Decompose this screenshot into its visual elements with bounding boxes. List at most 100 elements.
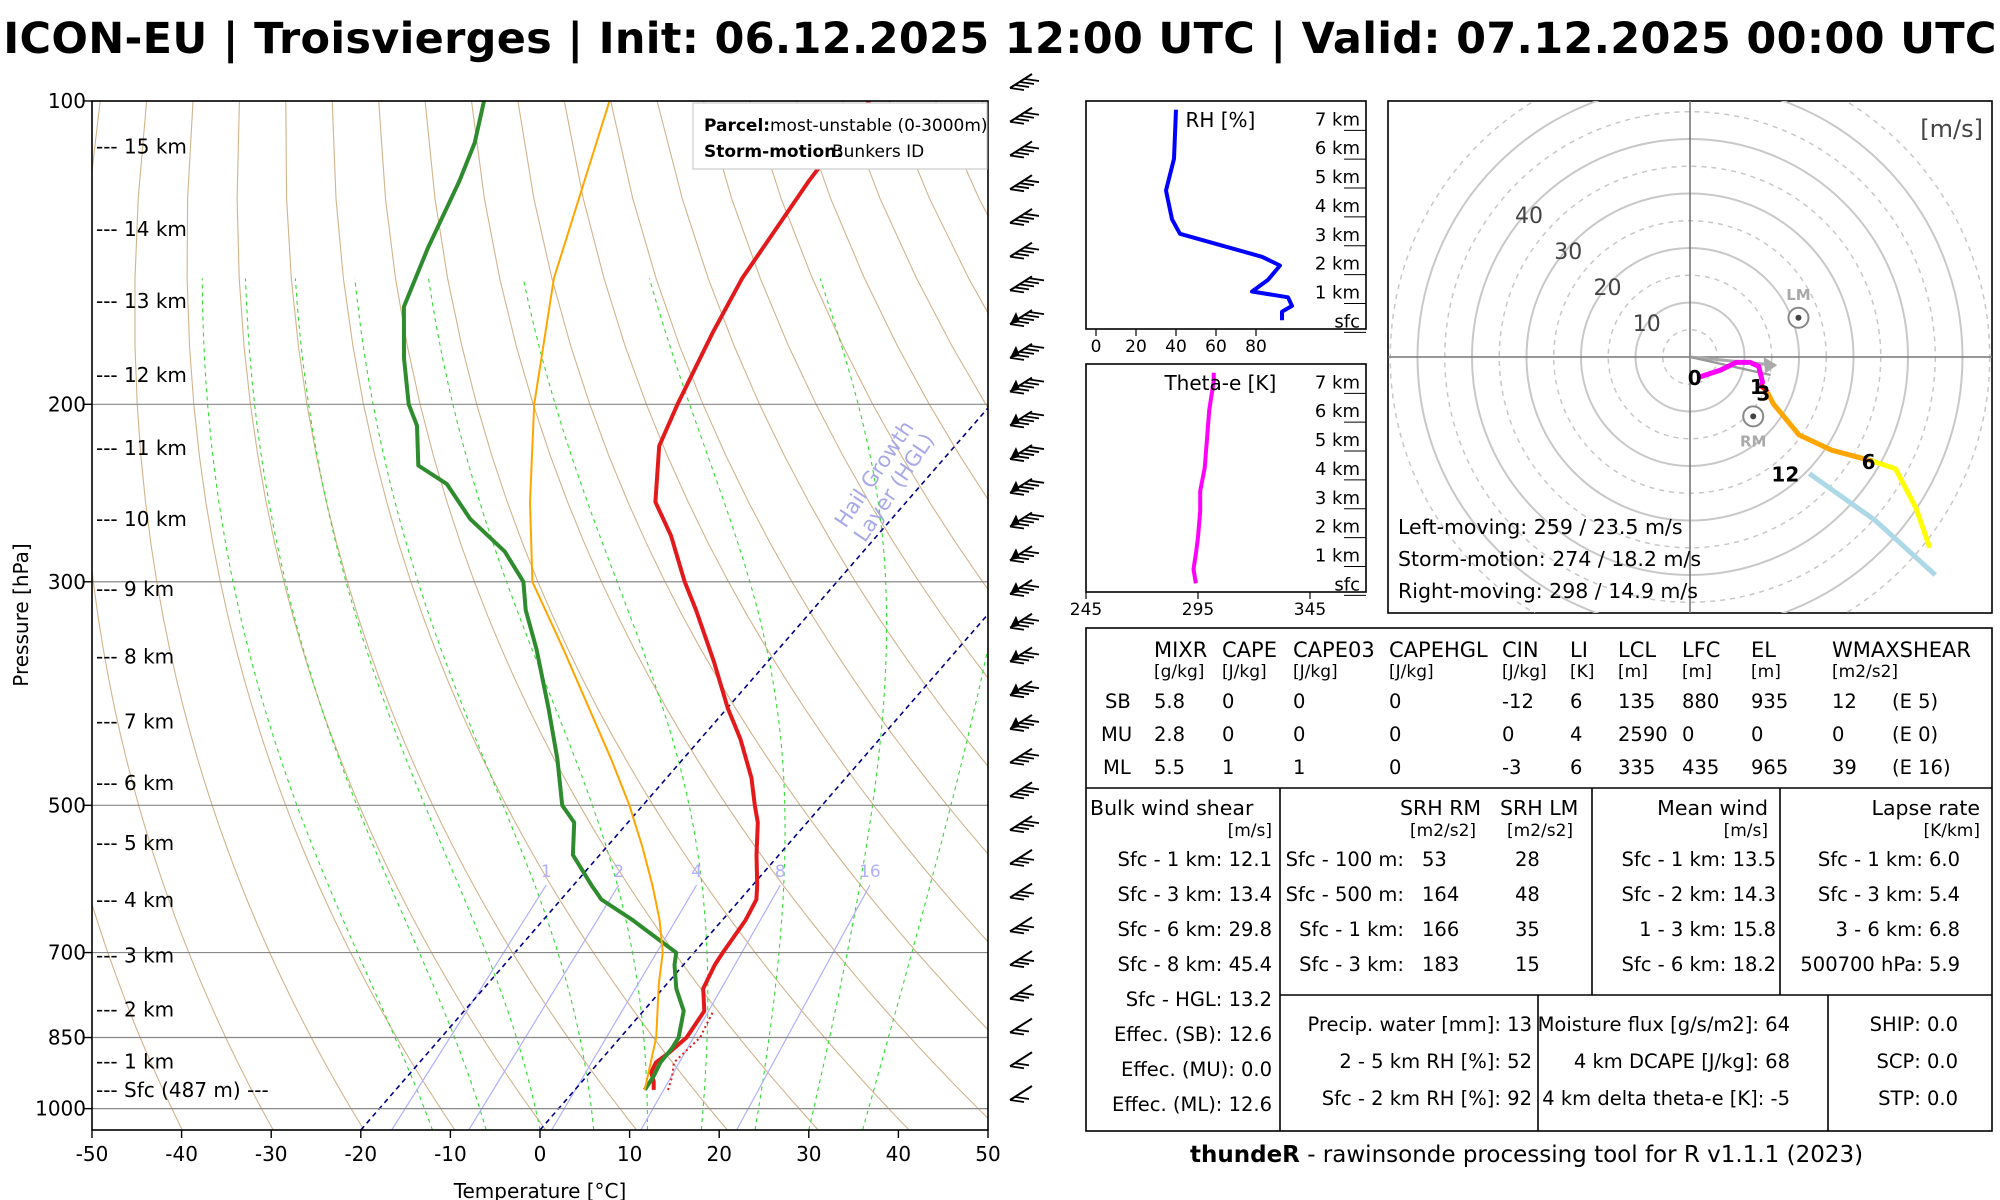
wind-barb-feather — [1019, 81, 1035, 85]
row-sb-cape: 0 — [1222, 690, 1235, 713]
hodograph-segment — [1759, 383, 1770, 394]
profile-height-label: 2 km — [1315, 517, 1360, 538]
wind-barb-feather — [1009, 795, 1025, 800]
dry-adiabat-line — [702, 101, 988, 679]
wind-barb-shaft — [1009, 747, 1033, 764]
mixing-ratio-line — [468, 884, 620, 1130]
dry-adiabat-line — [92, 902, 183, 1130]
profile-height-label: 3 km — [1315, 488, 1360, 509]
wind-barb-feather — [1009, 728, 1025, 732]
wind-barb-feather — [1014, 1062, 1030, 1067]
wind-barb-feather — [1009, 862, 1025, 867]
mixing-ratio-line — [391, 884, 547, 1130]
profile-line — [1191, 372, 1216, 584]
skewt-frame — [91, 100, 989, 1131]
row-ml-cin: -3 — [1502, 756, 1522, 779]
wind-barb-feather — [1014, 623, 1030, 628]
moist-adiabat-line — [808, 278, 888, 1130]
wind-barb-shaft — [1009, 916, 1033, 933]
height-label: --- 5 km — [96, 831, 174, 855]
wind-barb-feather — [1014, 252, 1030, 257]
wind-barb-feather — [1019, 519, 1035, 524]
wind-barb-feather — [1009, 694, 1025, 699]
legend-parcel-label: Parcel: — [704, 116, 770, 136]
wind-barb-feather — [1019, 856, 1035, 861]
wind-barb-feather — [1019, 148, 1035, 153]
footer-brand: thundeR — [1190, 1142, 1300, 1168]
bulk-row: Sfc - 6 km: 29.8 — [1117, 918, 1272, 941]
wind-barb-feather — [1014, 286, 1030, 291]
mixing-ratio-label: 4 — [691, 862, 702, 882]
height-label: --- 13 km — [96, 289, 187, 313]
wind-barb-feather — [1029, 378, 1045, 383]
mean-row: 1 - 3 km: 15.8 — [1639, 918, 1776, 941]
header-li: LI — [1570, 638, 1588, 662]
wind-barb-feather — [1014, 117, 1030, 122]
mean-unit: [m/s] — [1723, 821, 1768, 841]
flux-block: Moisture flux [g/s/m2]: 64 4 km DCAPE [J… — [1538, 995, 1828, 1131]
bulk-row: Effec. (MU): 0.0 — [1121, 1058, 1272, 1081]
wind-barb-feather — [1014, 219, 1030, 223]
rh-x-tick-label: 80 — [1245, 337, 1267, 357]
wind-barb-feather — [1024, 719, 1040, 723]
legend-parcel-value: most-unstable (0-3000m) — [770, 116, 988, 136]
row-ml-mixr: 5.5 — [1154, 756, 1186, 779]
row-mu-mixr: 2.8 — [1154, 723, 1186, 746]
wind-barb-feather — [1009, 87, 1025, 91]
wind-barb-shaft — [1009, 241, 1033, 258]
wind-barb-feather — [1019, 958, 1035, 962]
lapse-row: Sfc - 1 km: 6.0 — [1817, 848, 1960, 871]
wind-barb — [1009, 646, 1040, 665]
wind-barb — [1009, 781, 1040, 800]
row-mu-lcl: 2590 — [1618, 723, 1668, 746]
wind-barb-shaft — [1009, 174, 1033, 191]
wind-barb-shaft — [1009, 106, 1033, 123]
srh-rm-header: SRH RM — [1400, 796, 1482, 820]
wind-barb-feather — [1024, 820, 1040, 825]
wind-barb-feather — [1014, 1028, 1030, 1033]
wind-barb-feather — [1014, 927, 1030, 932]
x-tick-label: -20 — [344, 1142, 377, 1166]
wind-barb — [1009, 1085, 1033, 1103]
srh-row-label: Sfc - 3 km: — [1299, 953, 1404, 976]
unit-wmaxshear: [m2/s2] — [1832, 662, 1899, 682]
wind-barb-feather — [1014, 353, 1030, 358]
wind-barb — [1009, 309, 1045, 328]
wind-barb-feather — [1014, 320, 1030, 325]
wind-barb-feather — [1014, 725, 1030, 729]
row-ml-el: 965 — [1751, 756, 1789, 779]
lapse-title: Lapse rate — [1871, 796, 1980, 820]
height-label: --- 6 km — [96, 771, 174, 795]
row-sb-cape03: 0 — [1293, 690, 1306, 713]
srh-rm-value: 53 — [1422, 848, 1447, 871]
x-axis-label: Temperature [°C] — [453, 1179, 627, 1200]
wind-barb-feather — [1029, 412, 1045, 417]
wind-barb-feather — [1019, 418, 1035, 423]
storm-marker-dot — [1795, 314, 1802, 321]
hodograph-segment — [1871, 458, 1933, 549]
hodograph-height-label: 6 — [1862, 450, 1876, 474]
hodograph-panel: 10 20 30 40 LM RM 0 13 6 12 [m/s] Left-moving: 259 … — [1387, 100, 1993, 614]
x-tick-label: 30 — [796, 1142, 821, 1166]
wind-barb-feather — [1014, 151, 1030, 156]
srh-row-label: Sfc - 500 m: — [1285, 883, 1404, 906]
wind-barb-feather — [1019, 553, 1035, 558]
footer: thundeR - rawinsonde processing tool for… — [1190, 1142, 1863, 1168]
unit-el: [m] — [1751, 662, 1781, 682]
row-mu-el: 0 — [1751, 723, 1764, 746]
bulk-title: Bulk wind shear — [1090, 796, 1254, 820]
profile-frame — [1085, 100, 1367, 330]
wind-barb-feather — [1029, 277, 1045, 282]
profile-height-label: sfc — [1334, 574, 1360, 595]
dry-adiabat-line — [517, 101, 988, 1031]
dry-adiabat-line — [749, 101, 988, 591]
dry-adiabat-line — [236, 101, 547, 1130]
wind-barb — [1009, 882, 1035, 901]
moist-row: Sfc - 2 km RH [%]: 92 — [1321, 1087, 1532, 1110]
hodograph-storm-text: Right-moving: 298 / 14.9 m/s — [1398, 579, 1698, 603]
dry-adiabat-line — [424, 101, 910, 1130]
wind-barb-feather — [1014, 522, 1030, 527]
srh-rm-value: 164 — [1422, 883, 1460, 906]
srh-rm-value: 166 — [1422, 918, 1460, 941]
wind-barb-feather — [1019, 283, 1035, 288]
